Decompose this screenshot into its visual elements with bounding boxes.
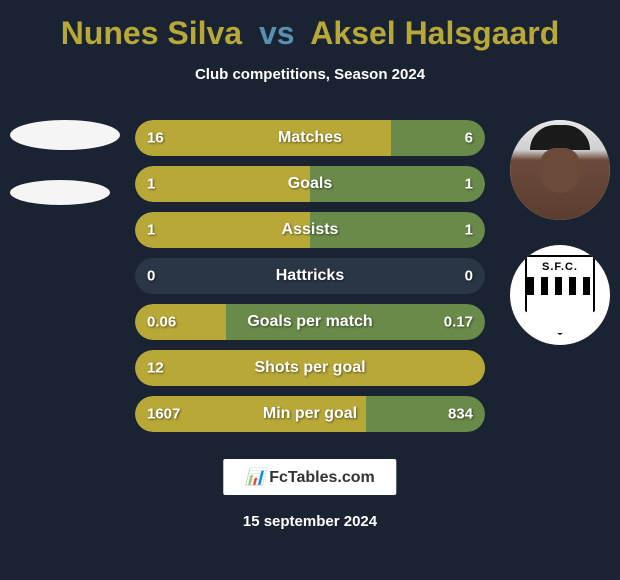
stat-label: Shots per goal: [135, 359, 485, 377]
player2-name: Aksel Halsgaard: [310, 15, 559, 51]
stat-value-right: 6: [465, 130, 473, 147]
site-logo: 📊FcTables.com: [223, 459, 396, 495]
player1-name: Nunes Silva: [61, 15, 242, 51]
player-face-icon: [510, 120, 610, 220]
stat-row: 1Goals1: [135, 166, 485, 202]
vs-label: vs: [259, 15, 295, 51]
stat-label: Matches: [135, 129, 485, 147]
stat-value-right: 1: [465, 176, 473, 193]
player2-club-logo: [510, 245, 610, 345]
stat-value-right: 0: [465, 268, 473, 285]
player1-club-placeholder: [10, 180, 110, 205]
site-name: FcTables.com: [269, 469, 375, 486]
chart-icon: 📊: [245, 469, 265, 486]
stat-value-right: 0.17: [444, 314, 473, 331]
stat-value-right: 1: [465, 222, 473, 239]
stat-row: 1Assists1: [135, 212, 485, 248]
player1-avatar-placeholder: [10, 120, 120, 150]
club-crest-icon: [525, 255, 595, 335]
left-avatar-column: [10, 120, 120, 230]
stat-label: Assists: [135, 221, 485, 239]
player2-avatar: [510, 120, 610, 220]
subtitle: Club competitions, Season 2024: [0, 66, 620, 83]
stat-row: 16Matches6: [135, 120, 485, 156]
stat-label: Hattricks: [135, 267, 485, 285]
footer-date: 15 september 2024: [0, 513, 620, 530]
stat-row: 12Shots per goal: [135, 350, 485, 386]
right-avatar-column: [510, 120, 610, 370]
comparison-widget: Nunes Silva vs Aksel Halsgaard Club comp…: [0, 0, 620, 580]
stat-row: 1607Min per goal834: [135, 396, 485, 432]
stat-label: Goals: [135, 175, 485, 193]
stat-label: Min per goal: [135, 405, 485, 423]
stat-row: 0Hattricks0: [135, 258, 485, 294]
stat-label: Goals per match: [135, 313, 485, 331]
stats-area: 16Matches61Goals11Assists10Hattricks00.0…: [135, 120, 485, 442]
stat-value-right: 834: [448, 406, 473, 423]
title: Nunes Silva vs Aksel Halsgaard: [0, 15, 620, 52]
stat-row: 0.06Goals per match0.17: [135, 304, 485, 340]
